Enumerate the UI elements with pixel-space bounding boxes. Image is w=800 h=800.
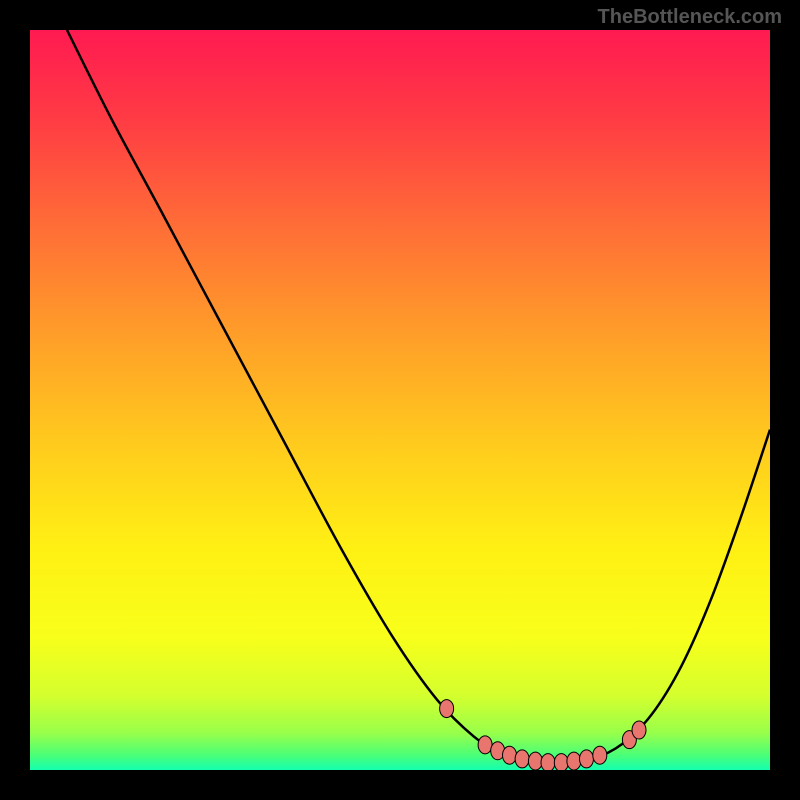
data-marker	[541, 754, 555, 770]
data-marker	[515, 750, 529, 768]
data-marker	[528, 752, 542, 770]
plot-area	[30, 30, 770, 770]
data-marker	[554, 754, 568, 770]
bottleneck-curve	[67, 30, 770, 763]
data-marker	[632, 721, 646, 739]
data-marker	[503, 746, 517, 764]
data-marker	[593, 746, 607, 764]
watermark-text: TheBottleneck.com	[598, 6, 782, 29]
curve-layer	[30, 30, 770, 770]
data-marker	[567, 752, 581, 770]
data-marker	[478, 736, 492, 754]
data-marker	[440, 700, 454, 718]
data-marker	[579, 750, 593, 768]
